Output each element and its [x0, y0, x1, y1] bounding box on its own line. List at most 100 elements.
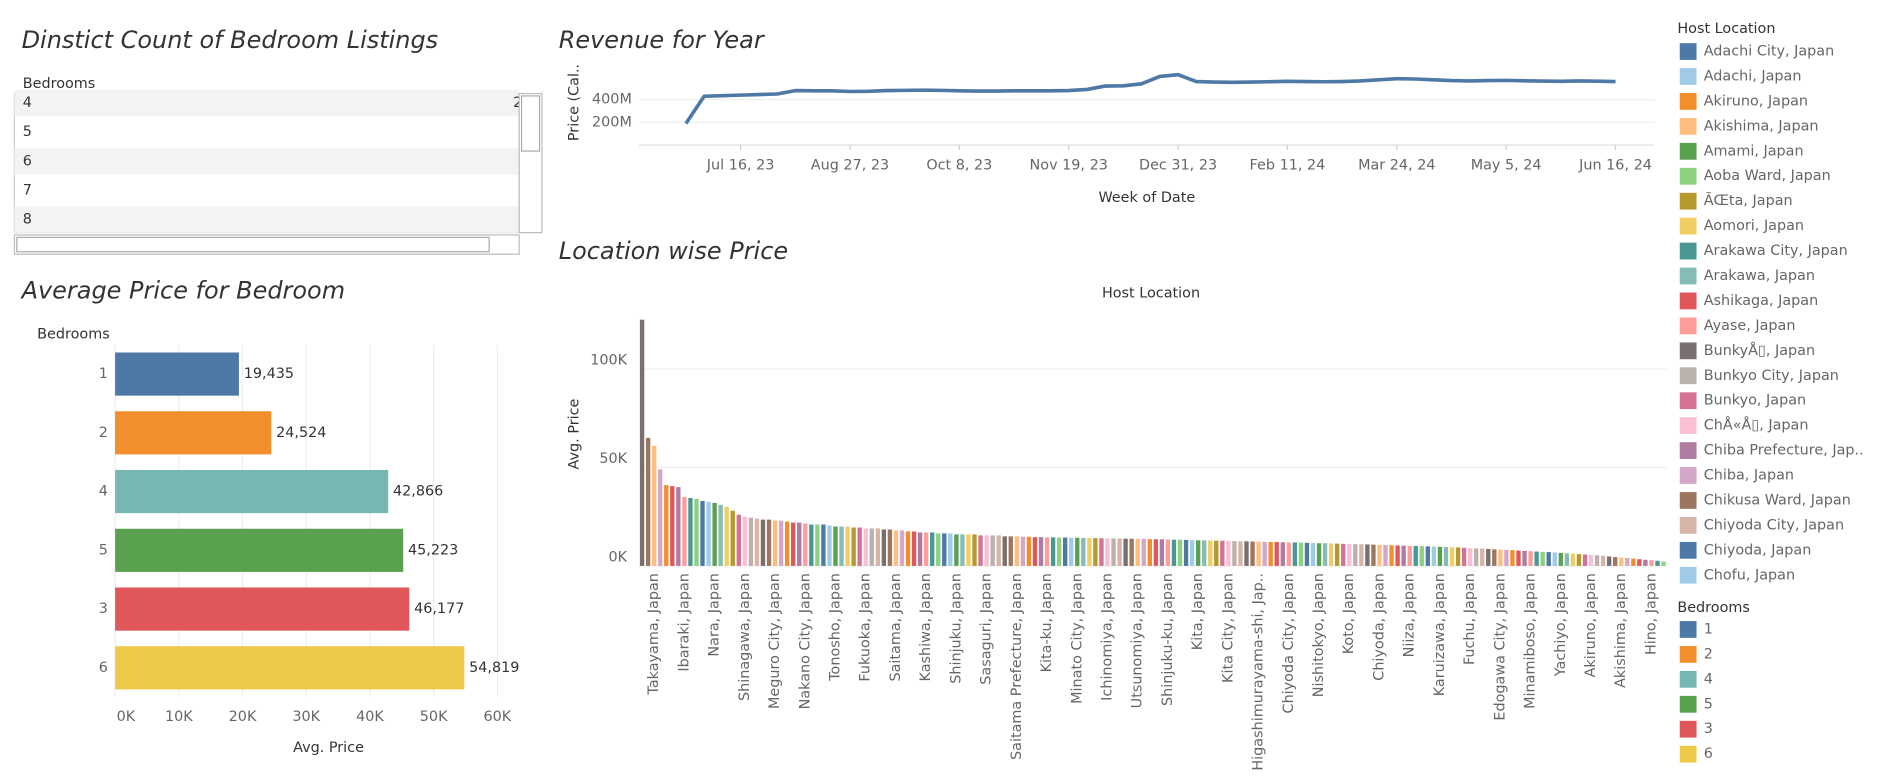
table-cell: 8 [23, 212, 32, 228]
legend-label: 4 [1704, 671, 1713, 687]
x-tick-label: Ibaraki, Japan [676, 573, 692, 671]
bar [990, 535, 995, 566]
bar [1359, 544, 1364, 566]
value-label: 45,223 [408, 542, 458, 558]
bar [1171, 539, 1177, 566]
x-tick-label: 20K [229, 709, 257, 725]
bar [1558, 552, 1563, 566]
table-row-bg [14, 89, 520, 117]
bar [1661, 561, 1666, 566]
legend-swatch [1679, 621, 1697, 638]
legend-swatch [1679, 467, 1697, 484]
bar [1322, 543, 1328, 566]
y-tick-label: 50K [599, 451, 627, 467]
bar [1286, 542, 1291, 566]
bar [1328, 543, 1334, 566]
legend-label: Amami, Japan [1704, 143, 1804, 159]
bar [1600, 555, 1606, 566]
bar [1443, 546, 1449, 566]
bar [1298, 542, 1304, 566]
y-axis-title: Price (Cal.. [566, 64, 582, 141]
bar [1534, 551, 1539, 566]
bar [712, 502, 717, 566]
bar [851, 527, 856, 566]
bar [1649, 560, 1654, 566]
bar [1117, 538, 1122, 566]
x-tick-label: 50K [420, 709, 448, 725]
chart-title: Location wise Price [559, 237, 788, 265]
bar [875, 528, 880, 566]
bar [664, 485, 669, 566]
bar [1347, 544, 1352, 566]
x-tick-label: Akiruno, Japan [1583, 573, 1599, 677]
bar [1564, 553, 1570, 566]
legend-swatch [1679, 167, 1697, 185]
legend-swatch [1679, 541, 1697, 559]
x-tick-label: Saitama, Japan [888, 573, 904, 681]
bar [724, 506, 729, 566]
x-tick-label: Nishitokyo, Japan [1311, 573, 1327, 697]
bar [772, 520, 778, 566]
x-tick-label: Fukuoka, Japan [858, 573, 874, 681]
bar [1226, 540, 1231, 566]
bar [1407, 545, 1412, 566]
bar [887, 529, 893, 566]
bar [1310, 543, 1316, 566]
x-tick-label: Niiza, Japan [1402, 573, 1418, 657]
legend-swatch [1679, 417, 1697, 435]
legend-label: Arakawa City, Japan [1704, 243, 1848, 259]
legend-label: Arakawa, Japan [1704, 268, 1815, 284]
x-tick-label: Tonosho, Japan [827, 573, 843, 682]
bar [1093, 538, 1098, 566]
bar [1262, 541, 1267, 566]
bar [1492, 549, 1497, 566]
bar [730, 510, 735, 566]
bar [1389, 545, 1394, 566]
y-tick-label: 6 [99, 660, 108, 676]
legend-label: 1 [1704, 621, 1713, 637]
value-label: 46,177 [414, 601, 464, 617]
bar [905, 531, 911, 566]
bar [1461, 547, 1467, 566]
bar [1238, 541, 1243, 566]
legend-label: Aomori, Japan [1704, 218, 1804, 234]
bar [1395, 545, 1400, 566]
bar [766, 519, 772, 566]
bar [1002, 536, 1007, 566]
bar [1341, 543, 1346, 566]
y-tick-label: 200M [592, 114, 632, 130]
bar [948, 533, 953, 566]
x-tick-label: Shinagawa, Japan [737, 573, 753, 701]
bar [1087, 537, 1092, 566]
x-axis-title: Week of Date [1098, 190, 1195, 206]
chart-title: Average Price for Bedroom [20, 276, 345, 304]
bar [978, 535, 983, 566]
bar [1032, 537, 1038, 566]
bar [1401, 545, 1406, 566]
bar [1147, 539, 1152, 566]
bar [760, 519, 766, 566]
bar [1637, 559, 1642, 566]
bar [682, 496, 687, 566]
legend-label: Chiba Prefecture, Jap.. [1704, 443, 1864, 459]
bar [1625, 558, 1630, 566]
bar [115, 587, 410, 631]
bar [1365, 544, 1370, 566]
bar [1619, 557, 1624, 566]
bar [923, 532, 929, 566]
bar [1631, 558, 1636, 566]
x-tick-label: Nakano City, Japan [797, 573, 813, 709]
bar [115, 411, 272, 455]
bar [115, 528, 404, 572]
x-tick-label: 30K [292, 709, 320, 725]
legend-swatch [1679, 317, 1697, 335]
bar [1141, 538, 1146, 566]
legend-label: Chikusa Ward, Japan [1704, 492, 1851, 508]
bar [1123, 538, 1128, 566]
bar [833, 526, 838, 566]
legend-label: Aoba Ward, Japan [1704, 168, 1831, 184]
bar [1208, 540, 1213, 566]
legend-title: Host Location [1677, 21, 1775, 37]
bar [881, 529, 887, 566]
